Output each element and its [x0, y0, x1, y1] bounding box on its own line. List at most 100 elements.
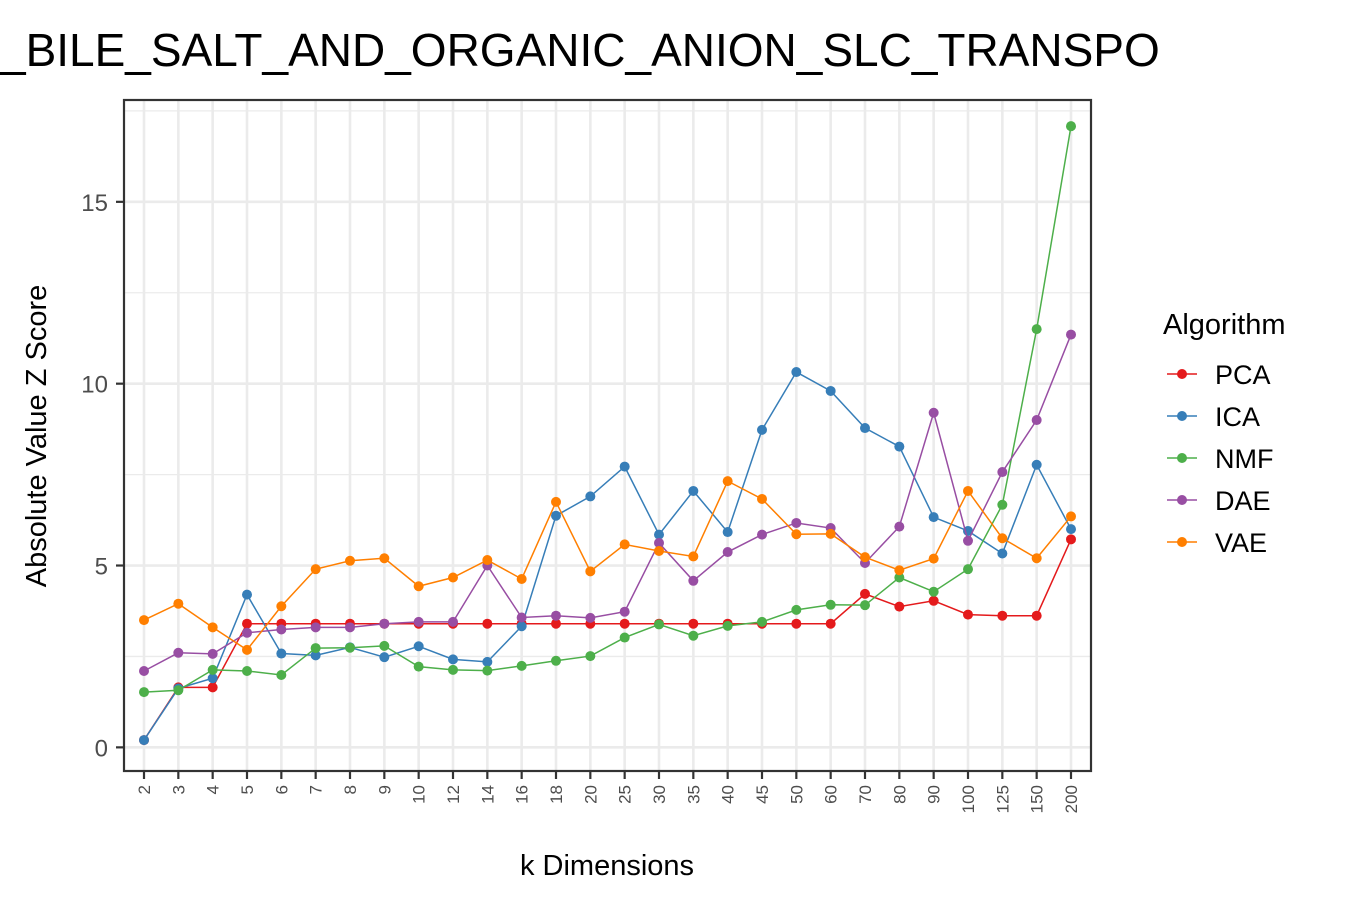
data-point-vae — [860, 552, 870, 563]
data-point-pca — [619, 618, 630, 629]
data-point-dae — [791, 517, 802, 528]
legend-key-point — [1177, 411, 1187, 421]
x-tick-label: 100 — [959, 785, 978, 813]
data-point-dae — [997, 467, 1008, 478]
legend-key-point — [1177, 369, 1187, 379]
y-tick-label: 5 — [95, 554, 108, 581]
data-point-nmf — [276, 669, 287, 680]
data-point-dae — [413, 616, 424, 627]
data-point-nmf — [207, 664, 218, 675]
data-point-nmf — [1031, 324, 1042, 335]
data-point-pca — [482, 618, 493, 629]
data-point-vae — [310, 564, 321, 575]
data-point-vae — [413, 581, 424, 592]
data-point-dae — [585, 612, 596, 623]
x-tick-label: 200 — [1062, 785, 1081, 813]
data-point-ica — [379, 652, 390, 663]
data-point-vae — [1031, 553, 1042, 564]
data-point-nmf — [928, 586, 939, 597]
data-point-nmf — [688, 630, 699, 641]
y-axis-label: Absolute Value Z Score — [21, 285, 53, 588]
legend-label: VAE — [1215, 528, 1267, 558]
x-tick-label: 14 — [478, 785, 497, 804]
y-tick-label: 0 — [95, 735, 108, 762]
data-point-vae — [654, 545, 664, 556]
data-point-ica — [894, 441, 905, 452]
data-point-dae — [310, 622, 321, 633]
data-point-pca — [551, 618, 561, 629]
plot-border — [122, 98, 1093, 773]
data-point-ica — [413, 641, 424, 652]
data-point-nmf — [139, 687, 149, 698]
data-point-nmf — [619, 632, 630, 643]
data-point-nmf — [551, 655, 561, 666]
data-point-pca — [1066, 534, 1076, 545]
data-point-dae — [619, 606, 630, 617]
data-point-dae — [654, 537, 664, 548]
data-point-vae — [516, 573, 527, 584]
data-point-dae — [207, 648, 218, 659]
data-point-ica — [688, 485, 699, 496]
data-point-nmf — [757, 616, 767, 627]
data-point-vae — [276, 601, 287, 612]
x-tick-label: 8 — [341, 785, 360, 794]
x-tick-label: 3 — [169, 785, 188, 794]
data-point-dae — [516, 612, 527, 623]
data-point-nmf — [1066, 121, 1076, 132]
data-point-ica — [791, 367, 802, 378]
legend-item-ica: ICA — [1167, 402, 1260, 432]
legend-item-vae: VAE — [1167, 528, 1267, 558]
data-point-dae — [173, 647, 184, 658]
data-point-nmf — [413, 661, 424, 672]
data-point-dae — [448, 616, 458, 627]
data-point-ica — [1031, 459, 1042, 470]
data-point-vae — [207, 622, 218, 633]
data-point-vae — [688, 551, 699, 562]
legend-label: ICA — [1215, 402, 1260, 432]
x-tick-label: 5 — [238, 785, 257, 794]
data-point-pca — [997, 610, 1008, 621]
data-point-nmf — [310, 643, 321, 654]
data-point-dae — [345, 622, 355, 633]
data-point-pca — [894, 601, 905, 612]
data-point-nmf — [345, 642, 355, 653]
data-point-nmf — [654, 619, 664, 630]
data-point-dae — [276, 624, 287, 635]
data-point-vae — [619, 539, 630, 550]
data-point-vae — [482, 555, 493, 566]
data-point-dae — [757, 529, 767, 540]
legend-label: PCA — [1215, 360, 1271, 390]
data-point-dae — [242, 627, 252, 638]
data-point-pca — [825, 618, 836, 629]
data-point-vae — [963, 485, 973, 496]
legend-label: DAE — [1215, 486, 1271, 516]
data-point-dae — [1066, 329, 1076, 340]
data-point-pca — [791, 618, 802, 629]
data-point-dae — [1031, 415, 1042, 426]
data-point-ica — [722, 527, 733, 538]
data-point-ica — [139, 735, 149, 746]
x-axis-label: k Dimensions — [520, 850, 694, 882]
x-tick-label: 6 — [272, 785, 291, 794]
x-tick-label: 25 — [616, 785, 635, 804]
data-point-nmf — [585, 651, 596, 662]
x-tick-label: 150 — [1028, 785, 1047, 813]
series-line-vae — [143, 480, 1072, 651]
series-dae — [139, 329, 1076, 676]
data-point-nmf — [963, 564, 973, 575]
data-point-vae — [242, 644, 252, 655]
data-point-pca — [242, 618, 252, 629]
data-point-vae — [448, 572, 458, 583]
y-tick-label: 15 — [81, 190, 108, 217]
data-point-nmf — [448, 664, 458, 675]
legend-label: NMF — [1215, 444, 1273, 474]
x-tick-label: 12 — [444, 785, 463, 804]
data-point-vae — [722, 476, 733, 487]
x-tick-label: 18 — [547, 785, 566, 804]
x-tick-label: 90 — [925, 785, 944, 804]
data-point-ica — [516, 621, 527, 632]
x-tick-label: 45 — [753, 785, 772, 804]
data-point-vae — [894, 565, 905, 576]
data-point-dae — [894, 521, 905, 532]
